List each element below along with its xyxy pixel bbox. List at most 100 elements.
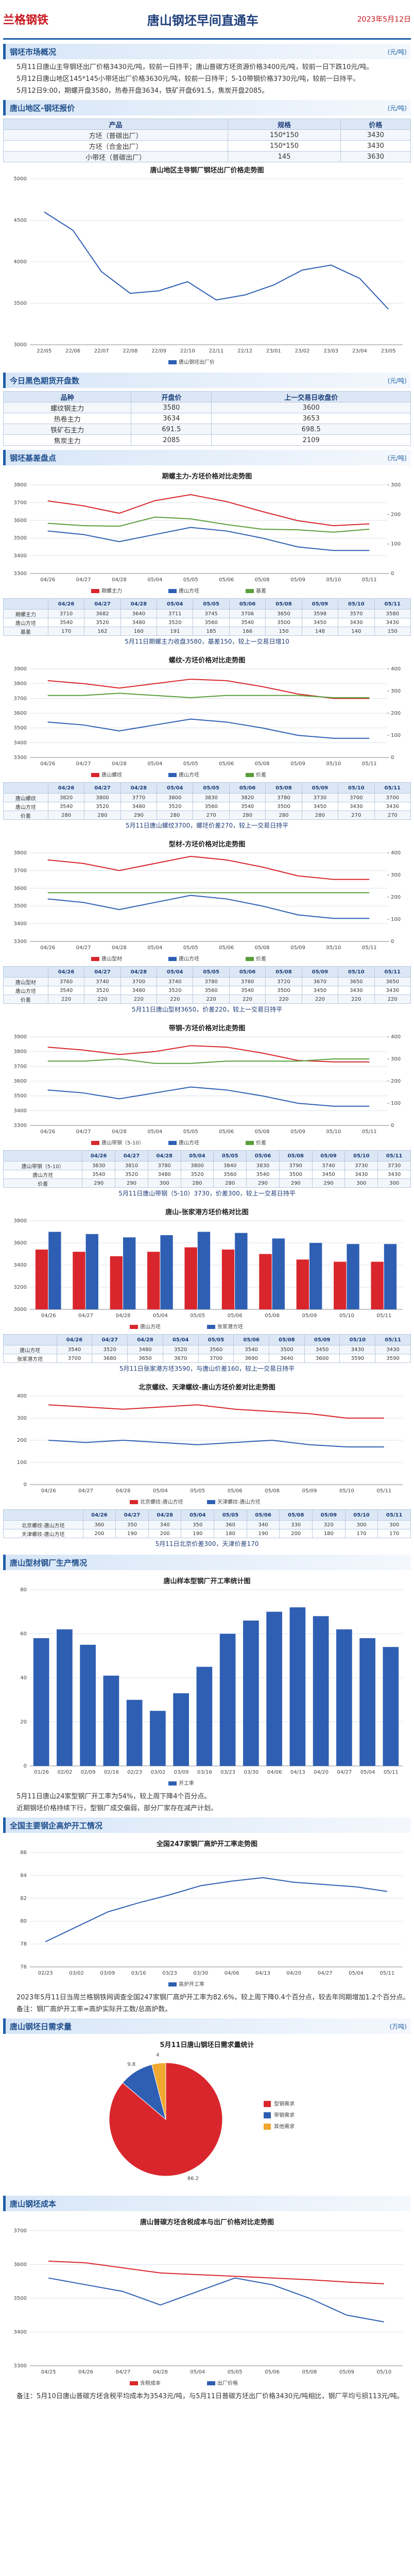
table-row: 唐山带钢（5-10） 3830 3810 3780 3800 3840 3830 3790 37… [3,1161,411,1170]
legend-label: 高炉开工率 [179,1981,204,1988]
slice-label: 4 [156,2052,159,2058]
y-tick-label: 3700 [14,2228,27,2234]
header-cell: 05/11 [374,598,411,610]
bar [235,1233,248,1309]
bar [272,1238,285,1309]
table-cell: 3830 [193,793,230,802]
table-cell: 290 [279,1178,313,1188]
table-cell: 3730 [301,793,339,802]
table-cell: 270 [374,811,411,820]
x-tick-label: 05/06 [219,945,234,951]
x-tick-label: 04/27 [337,1770,352,1775]
line [48,2277,384,2322]
chart: 唐山普碳方坯含税成本与出厂价格对比走势图 3300 3400 3500 3600 3700… [3,2214,411,2389]
x-tick-label: 04/26 [41,1488,56,1494]
legend-label: 含税成本 [140,2380,161,2386]
x-tick-label: 05/11 [376,1488,391,1494]
legend-label: 型钢需求 [274,2100,295,2107]
legend-swatch [168,773,177,777]
chart-title: 北京螺纹、天津螺纹-唐山方坯价差对比走势图 [139,1384,275,1392]
table-cell: 320 [312,1520,346,1529]
table-header: 产品 规格 价格 [3,119,411,130]
x-tick-label: 05/06 [228,1313,243,1319]
x-tick-label: 05/05 [190,1313,205,1319]
table-cell: 270 [338,811,375,820]
bar [80,1644,96,1766]
table-cell: 280 [157,811,194,820]
table-row: 唐山方坯 3540 3520 3480 3520 3560 3540 3500 3450 3430… [3,1345,411,1354]
header-cell: 04/27 [92,1334,128,1345]
header-cell: 05/11 [374,966,411,978]
x-tick-label: 04/26 [40,761,55,767]
table-cell: 3450 [301,618,339,627]
x-tick-label: 22/05 [37,348,51,354]
x-tick-label: 04/27 [318,1971,333,1976]
header-cell: 上一交易日收盘价 [211,391,411,402]
table-cell: 3706 [229,609,266,618]
table-cell: 270 [193,811,230,820]
table-row: 铁矿石主力 691.5 698.5 [3,424,411,435]
table-cell: 300 [344,1178,378,1188]
chart-title: 5月11日唐山钢坯日需求量统计 [160,2041,254,2049]
y2-tick-label: 200 [391,711,401,716]
table-cell: 3650 [374,977,411,986]
section: 钢坯市场概况 (元/吨) 5月11日唐山主导钢坯出厂价格3430元/吨，较前一日持平… [3,44,411,96]
y-tick-label: 3700 [14,696,27,701]
table-cell: 3690 [233,1354,270,1363]
table-cell: 3740 [157,977,194,986]
section: 今日黑色期货开盘数 (元/吨) 品种 开盘价 上一交易日收盘价 螺纹钢主力 3580 3600… [3,373,411,446]
table-cell: 3540 [229,618,266,627]
table-cell: 200 [279,1529,313,1538]
table-cell: 3560 [193,618,230,627]
section-unit: (元/吨) [387,454,407,462]
bar [73,1252,85,1309]
y-tick-label: 3600 [14,711,27,716]
series-name: 唐山方坯 [3,1345,57,1354]
section-title: 唐山钢坯日需求量 [10,2022,72,2031]
table-cell: 3580 [131,402,212,413]
table-cell: 3520 [157,986,194,995]
legend-swatch [264,2101,271,2107]
table-cell: 160 [120,627,158,636]
table-cell: 280 [301,811,339,820]
x-tick-label: 05/09 [290,761,305,767]
x-tick-label: 05/09 [290,1129,305,1135]
table-cell: 3520 [115,1170,148,1179]
legend-label: 唐山方坯 [179,1139,199,1146]
y-tick-label: 100 [17,1460,27,1466]
x-tick-label: 04/27 [76,761,91,767]
x-tick-label: 05/06 [228,1488,243,1494]
header-cell: 05/04 [157,782,194,794]
x-tick-label: 05/10 [339,1488,354,1494]
section: 唐山钢坯日需求量 (万吨) 5月11日唐山钢坯日需求量统计 86.2 型钢需求 9.8 带钢… [3,2018,411,2192]
chart-note: 5月11日北京价差300，天津价差170 [155,1540,259,1547]
line [47,1086,370,1107]
chart: 期螺主力-方坯价格对比走势图 3300 3400 3500 3600 3700 3800 0 1… [3,468,411,597]
line [47,1058,370,1064]
chart-title: 唐山地区主导钢厂钢坯出厂价格走势图 [150,166,264,175]
table-cell: 3680 [92,1354,128,1363]
header-cell: 05/04 [157,598,194,610]
table-row: 基差 170 162 160 191 185 166 150 148 140 150 [3,627,411,636]
table-cell: 3700 [338,793,375,802]
table-row: 螺纹钢主力 3580 3600 [3,402,411,413]
bar [219,1634,236,1766]
header-cell: 04/27 [115,1509,149,1521]
header-cell: 04/28 [147,1150,181,1161]
table-cell: 3450 [304,1345,340,1354]
table-cell: 290 [82,1178,116,1188]
y2-tick-label: 300 [391,482,401,488]
legend-swatch [130,2381,138,2385]
x-tick-label: 05/06 [219,1129,234,1135]
y-tick-label: 5000 [14,176,27,182]
table-cell: 220 [47,995,85,1004]
table-cell: 190 [246,1529,280,1538]
header-cell: 规格 [228,119,341,130]
bar [160,1235,173,1309]
chart-note: 5月11日期螺主力收盘3580，基差150，较上一交易日增10 [125,638,289,645]
legend-swatch [264,2124,271,2130]
table-cell: 3520 [84,802,121,811]
x-tick-label: 05/10 [339,1313,354,1319]
table-cell: 3480 [127,1345,163,1354]
table-cell: 220 [193,995,230,1004]
